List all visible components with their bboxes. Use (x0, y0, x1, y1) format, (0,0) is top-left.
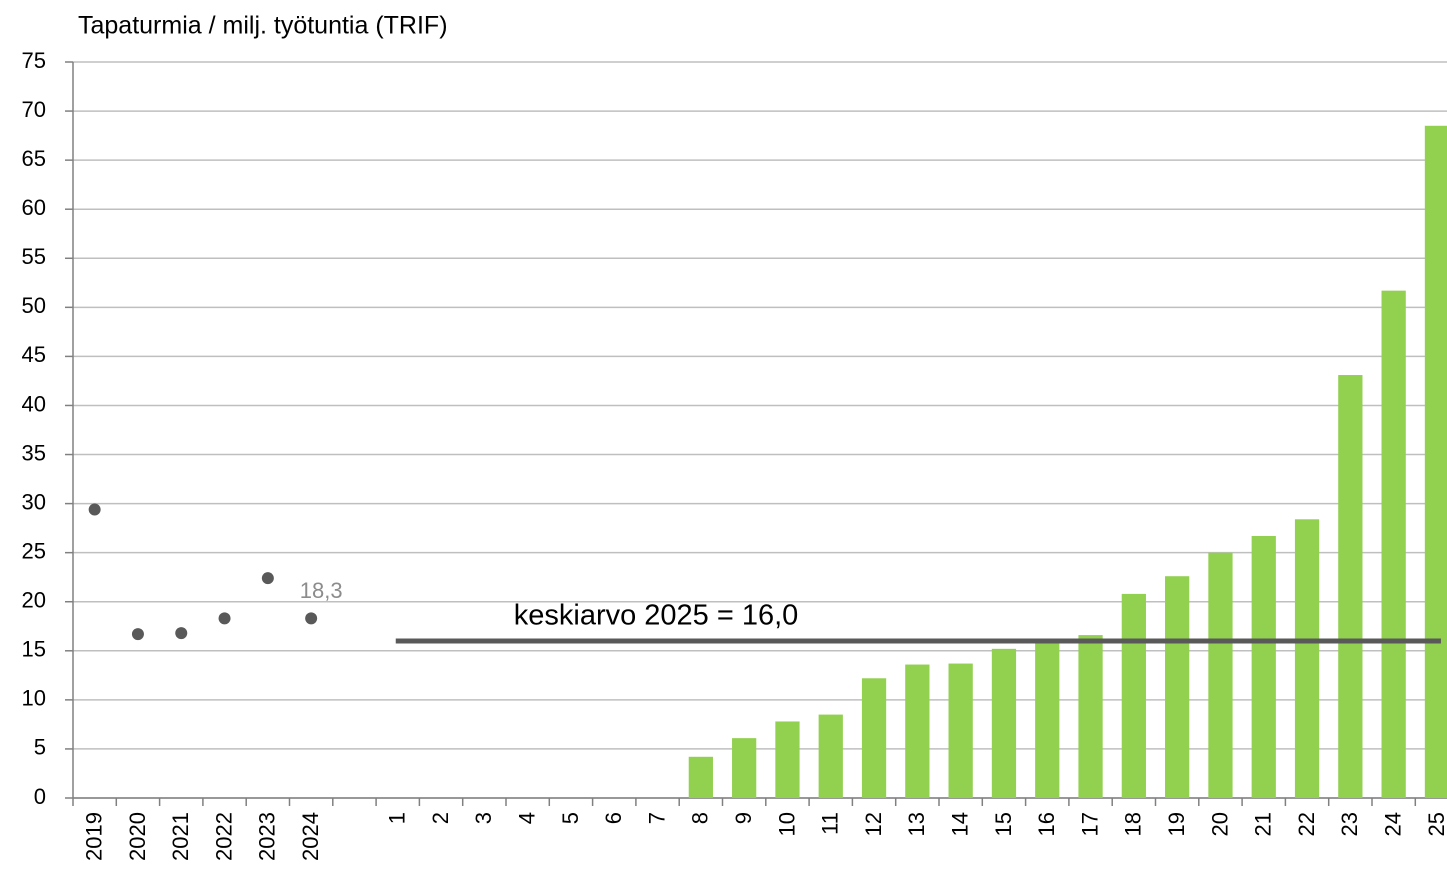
bar (1078, 635, 1103, 798)
x-tick-label: 2 (428, 812, 453, 824)
x-tick-label: 2022 (211, 812, 236, 861)
x-tick-label: 1 (385, 812, 410, 824)
y-tick-label: 65 (22, 146, 46, 171)
x-tick-label: 15 (991, 812, 1016, 836)
data-label: 18,3 (300, 578, 343, 603)
x-tick-label: 16 (1034, 812, 1059, 836)
point (305, 612, 318, 625)
x-tick-label: 21 (1251, 812, 1276, 836)
bar (1121, 593, 1146, 798)
x-tick-label: 23 (1337, 812, 1362, 836)
x-tick-label: 9 (731, 812, 756, 824)
y-tick-label: 70 (22, 97, 46, 122)
point (175, 627, 188, 640)
y-tick-label: 20 (22, 588, 46, 613)
x-tick-label: 7 (644, 812, 669, 824)
y-tick-label: 60 (22, 195, 46, 220)
bar (1251, 535, 1276, 798)
point (218, 612, 231, 625)
x-tick-label: 11 (818, 812, 843, 835)
x-tick-label: 2021 (168, 812, 193, 861)
y-tick-label: 10 (22, 686, 46, 711)
x-tick-label: 6 (601, 812, 626, 824)
bar (775, 721, 800, 798)
x-tick-label: 19 (1164, 812, 1189, 836)
bar (1208, 552, 1233, 798)
bar (991, 648, 1017, 798)
point (131, 628, 144, 641)
point (88, 503, 101, 516)
bar (688, 756, 713, 798)
y-tick-label: 45 (22, 342, 46, 367)
x-tick-label: 12 (861, 812, 886, 836)
bar (732, 738, 757, 798)
bar (861, 678, 887, 798)
x-tick-label: 2019 (81, 812, 106, 861)
y-tick-label: 55 (22, 244, 46, 269)
x-tick-label: 8 (688, 812, 713, 824)
x-tick-label: 13 (904, 812, 929, 836)
y-tick-label: 50 (22, 293, 46, 318)
y-tick-label: 30 (22, 489, 46, 514)
x-tick-label: 10 (774, 812, 799, 836)
y-tick-label: 0 (34, 784, 46, 809)
y-tick-label: 15 (22, 637, 46, 662)
x-tick-label: 3 (471, 812, 496, 824)
y-tick-label: 5 (34, 735, 46, 760)
x-tick-label: 17 (1077, 812, 1102, 836)
bar (1165, 576, 1190, 798)
mean-label: keskiarvo 2025 = 16,0 (514, 600, 799, 632)
y-tick-label: 35 (22, 440, 46, 465)
bar (905, 664, 930, 798)
x-tick-label: 2024 (298, 812, 323, 861)
x-tick-label: 2023 (255, 812, 280, 861)
x-tick-label: 2020 (125, 812, 150, 861)
x-tick-label: 20 (1207, 812, 1232, 836)
bar (1338, 375, 1363, 798)
x-tick-label: 18 (1121, 812, 1146, 836)
bar (1381, 290, 1406, 798)
x-tick-label: 5 (558, 812, 583, 824)
bar (948, 663, 973, 798)
bar (1294, 519, 1320, 798)
y-tick-label: 25 (22, 538, 46, 563)
x-tick-label: 25 (1424, 812, 1447, 836)
x-tick-label: 22 (1294, 812, 1319, 836)
x-tick-label: 4 (514, 812, 539, 824)
point (261, 572, 274, 585)
y-tick-label: 40 (22, 391, 46, 416)
x-tick-label: 14 (947, 812, 972, 836)
bar (1035, 640, 1060, 798)
bar (1424, 125, 1447, 798)
chart-title: Tapaturmia / milj. työtuntia (TRIF) (78, 12, 448, 40)
y-tick-label: 75 (22, 48, 46, 73)
bar (818, 714, 843, 798)
x-tick-label: 24 (1380, 812, 1405, 836)
